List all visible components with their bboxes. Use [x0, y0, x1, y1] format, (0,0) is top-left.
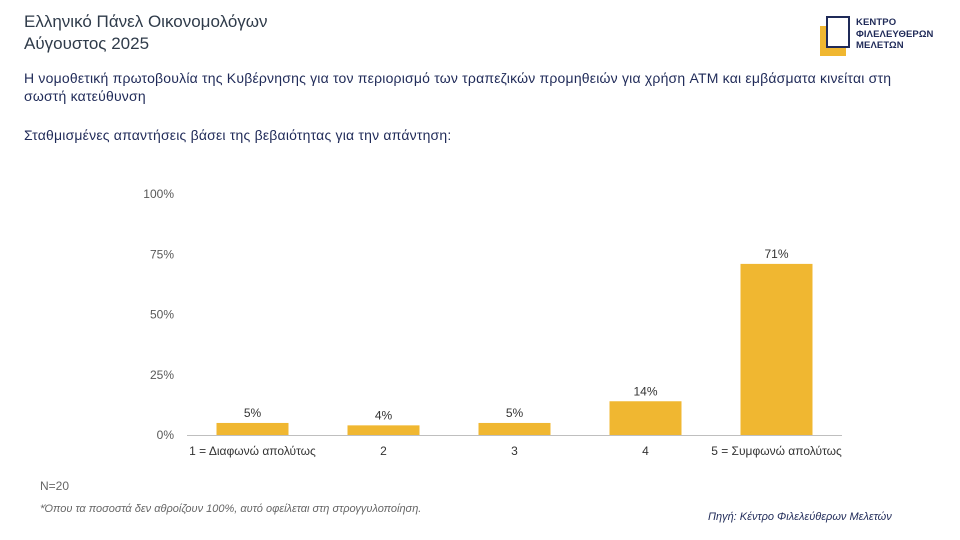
- survey-question: Η νομοθετική πρωτοβουλία της Κυβέρνησης …: [24, 70, 892, 104]
- logo-text-line1: ΚΕΝΤΡΟ: [856, 17, 897, 28]
- bar: [347, 425, 420, 435]
- logo-text: ΚΕΝΤΡΟ ΦΙΛΕΛΕΥΘΕΡΩΝ ΜΕΛΕΤΩΝ: [856, 17, 934, 52]
- x-tick-label: 2: [380, 444, 387, 458]
- footnote: *Όπου τα ποσοστά δεν αθροίζουν 100%, αυτ…: [40, 503, 422, 515]
- page-subtitle-date: Αύγουστος 2025: [24, 34, 150, 53]
- data-label: 71%: [764, 247, 788, 261]
- bar: [216, 422, 289, 435]
- data-label: 5%: [244, 406, 262, 420]
- source-note: Πηγή: Κέντρο Φιλελεύθερων Μελετών: [708, 511, 892, 523]
- bar: [740, 263, 813, 435]
- sample-size: N=20: [40, 479, 70, 493]
- y-tick-label: 75%: [150, 247, 174, 261]
- survey-subquestion: Σταθμισμένες απαντήσεις βάσει της βεβαιό…: [24, 127, 452, 143]
- logo-text-line3: ΜΕΛΕΤΩΝ: [856, 40, 904, 51]
- data-label: 5%: [506, 406, 524, 420]
- page-title: Ελληνικό Πάνελ Οικονομολόγων: [24, 12, 268, 31]
- y-tick-label: 25%: [150, 368, 174, 382]
- y-tick-label: 100%: [143, 187, 174, 201]
- x-tick-label: 3: [511, 444, 518, 458]
- data-label: 4%: [375, 408, 393, 422]
- kefim-logo: ΚΕΝΤΡΟ ΦΙΛΕΛΕΥΘΕΡΩΝ ΜΕΛΕΤΩΝ: [818, 14, 948, 64]
- logo-text-line2: ΦΙΛΕΛΕΥΘΕΡΩΝ: [856, 28, 934, 40]
- x-tick-label: 1 = Διαφωνώ απολύτως: [189, 444, 316, 458]
- data-label: 14%: [633, 384, 657, 398]
- logo-front-square: [826, 16, 850, 48]
- bar: [478, 422, 551, 435]
- x-tick-label: 4: [642, 444, 649, 458]
- bar: [609, 401, 682, 435]
- y-tick-label: 0%: [157, 428, 175, 442]
- y-tick-label: 50%: [150, 308, 174, 322]
- x-tick-label: 5 = Συμφωνώ απολύτως: [711, 444, 842, 458]
